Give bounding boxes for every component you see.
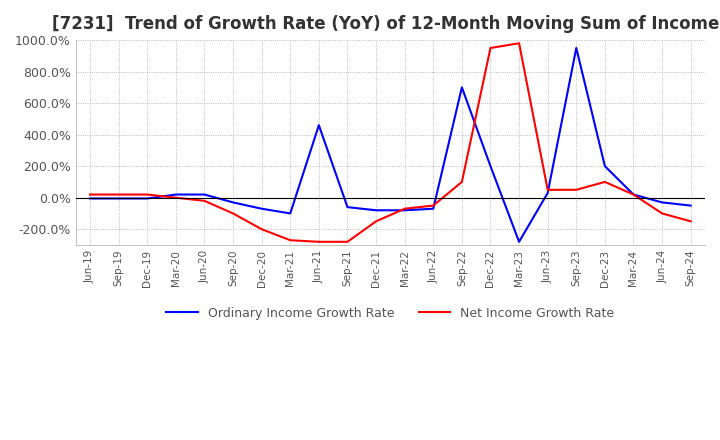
Ordinary Income Growth Rate (486, 164, 495, 169)
Ordinary Income Growth Rate (686, 203, 695, 208)
Net Income Growth Rate (286, 238, 294, 243)
Net Income Growth Rate (171, 195, 180, 200)
Ordinary Income Growth Rate (143, 196, 152, 201)
Ordinary Income Growth Rate (515, 239, 523, 245)
Net Income Growth Rate (658, 211, 667, 216)
Ordinary Income Growth Rate (86, 196, 94, 201)
Ordinary Income Growth Rate (343, 205, 352, 210)
Ordinary Income Growth Rate (114, 196, 123, 201)
Ordinary Income Growth Rate (171, 192, 180, 197)
Net Income Growth Rate (544, 187, 552, 192)
Ordinary Income Growth Rate (629, 192, 638, 197)
Ordinary Income Growth Rate (457, 85, 466, 90)
Net Income Growth Rate (486, 45, 495, 51)
Ordinary Income Growth Rate (429, 206, 438, 211)
Net Income Growth Rate (143, 192, 152, 197)
Net Income Growth Rate (629, 192, 638, 197)
Net Income Growth Rate (515, 40, 523, 46)
Net Income Growth Rate (257, 227, 266, 232)
Net Income Growth Rate (372, 219, 380, 224)
Ordinary Income Growth Rate (544, 191, 552, 196)
Net Income Growth Rate (400, 206, 409, 211)
Title: [7231]  Trend of Growth Rate (YoY) of 12-Month Moving Sum of Incomes: [7231] Trend of Growth Rate (YoY) of 12-… (52, 15, 720, 33)
Net Income Growth Rate (315, 239, 323, 245)
Net Income Growth Rate (600, 179, 609, 184)
Ordinary Income Growth Rate (400, 208, 409, 213)
Ordinary Income Growth Rate (372, 208, 380, 213)
Net Income Growth Rate (200, 198, 209, 203)
Net Income Growth Rate (686, 219, 695, 224)
Net Income Growth Rate (114, 192, 123, 197)
Line: Net Income Growth Rate: Net Income Growth Rate (90, 43, 690, 242)
Ordinary Income Growth Rate (257, 206, 266, 211)
Net Income Growth Rate (86, 192, 94, 197)
Net Income Growth Rate (229, 211, 238, 216)
Ordinary Income Growth Rate (600, 164, 609, 169)
Net Income Growth Rate (457, 179, 466, 184)
Legend: Ordinary Income Growth Rate, Net Income Growth Rate: Ordinary Income Growth Rate, Net Income … (161, 302, 619, 325)
Net Income Growth Rate (429, 203, 438, 208)
Line: Ordinary Income Growth Rate: Ordinary Income Growth Rate (90, 48, 690, 242)
Net Income Growth Rate (343, 239, 352, 245)
Ordinary Income Growth Rate (229, 200, 238, 205)
Ordinary Income Growth Rate (315, 123, 323, 128)
Ordinary Income Growth Rate (200, 192, 209, 197)
Ordinary Income Growth Rate (286, 211, 294, 216)
Net Income Growth Rate (572, 187, 580, 192)
Ordinary Income Growth Rate (658, 200, 667, 205)
Ordinary Income Growth Rate (572, 45, 580, 51)
